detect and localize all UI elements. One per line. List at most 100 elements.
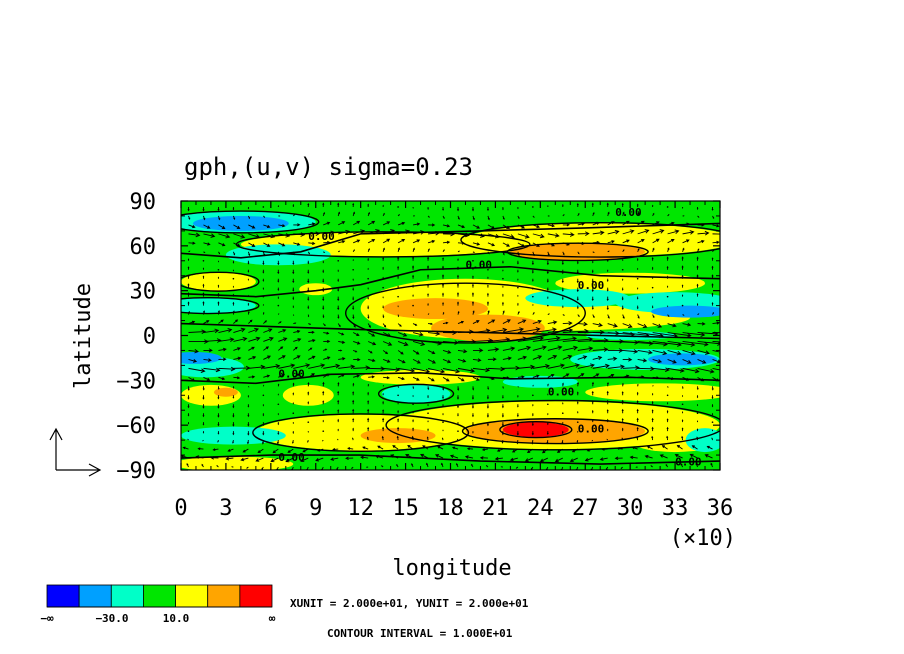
wind-vector xyxy=(547,383,549,387)
wind-vector xyxy=(485,464,489,468)
wind-vector xyxy=(487,242,496,247)
wind-vector xyxy=(666,206,669,208)
x-tick-label: 36 xyxy=(707,496,734,521)
wind-vector xyxy=(293,223,301,227)
wind-vector xyxy=(464,455,474,459)
wind-vector xyxy=(591,430,594,432)
wind-vector xyxy=(263,233,276,239)
wind-vector xyxy=(187,274,190,279)
wind-vector xyxy=(397,285,399,288)
wind-vector xyxy=(541,448,549,454)
wind-vector xyxy=(457,250,460,253)
wind-vector xyxy=(441,283,445,288)
wind-vector xyxy=(502,336,528,342)
wind-vector xyxy=(472,358,482,362)
wind-vector xyxy=(466,447,474,451)
wind-vector xyxy=(261,440,265,445)
wind-vector xyxy=(547,345,563,351)
wind-vector xyxy=(337,399,340,405)
zero-contour-line xyxy=(181,372,720,385)
y-tick-label: 0 xyxy=(143,325,156,350)
wind-vector xyxy=(293,346,298,351)
wind-vector xyxy=(261,466,264,470)
wind-vector xyxy=(367,296,369,300)
wind-vector xyxy=(262,206,265,208)
wind-vector xyxy=(188,320,196,324)
wind-vector xyxy=(232,413,235,418)
wind-vector xyxy=(202,310,206,315)
wind-vector xyxy=(367,350,373,354)
wind-vector xyxy=(262,431,265,436)
wind-vector xyxy=(218,328,233,333)
wind-vector xyxy=(697,367,715,374)
wind-vector xyxy=(278,242,286,247)
wind-vector xyxy=(501,440,504,444)
wind-vector xyxy=(405,453,414,459)
wind-vector xyxy=(667,247,670,252)
y-axis-label: latitude xyxy=(71,283,96,389)
wind-vector xyxy=(263,363,281,369)
wind-vector xyxy=(232,422,235,427)
x-multiplier: (×10) xyxy=(670,526,736,551)
wind-vector xyxy=(307,203,310,207)
wind-vector xyxy=(472,367,491,373)
wind-vector xyxy=(293,232,306,237)
wind-vector xyxy=(188,215,191,220)
wind-vector xyxy=(441,437,444,441)
wind-vector xyxy=(487,366,506,372)
contour-label: 0.00 xyxy=(675,456,702,469)
wind-vector xyxy=(323,331,330,335)
wind-vector xyxy=(576,296,579,301)
wind-vector xyxy=(592,363,610,369)
wind-vector xyxy=(481,448,488,451)
wind-vector xyxy=(412,427,415,432)
wind-vector xyxy=(202,206,205,212)
wind-vector xyxy=(292,278,295,284)
wind-vector xyxy=(622,374,630,378)
wind-vector xyxy=(397,359,406,364)
wind-vector xyxy=(278,321,282,324)
wind-vector xyxy=(232,251,236,256)
wind-vector xyxy=(367,400,370,405)
wind-vector xyxy=(412,230,425,235)
x-tick-label: 27 xyxy=(572,496,599,521)
wind-vector xyxy=(576,260,579,265)
colorbar-swatch xyxy=(78,584,112,608)
wind-vector xyxy=(681,284,684,288)
wind-vector xyxy=(682,386,684,390)
wind-vector xyxy=(606,305,609,311)
wind-vector xyxy=(187,430,190,432)
wind-vector xyxy=(636,426,639,432)
wind-vector xyxy=(576,381,580,387)
wind-vector xyxy=(651,286,654,289)
wind-vector xyxy=(352,437,354,441)
wind-vector xyxy=(592,260,594,264)
wind-vector xyxy=(367,277,369,280)
wind-vector xyxy=(382,392,384,396)
wind-vector xyxy=(216,464,219,468)
wind-vector xyxy=(577,355,588,360)
wind-vector xyxy=(681,435,684,441)
wind-vector xyxy=(651,392,654,396)
wind-vector xyxy=(277,422,280,426)
colorbar-label: ∞ xyxy=(269,612,276,625)
wind-vector xyxy=(532,394,534,397)
contour-line xyxy=(460,221,720,258)
negative-region xyxy=(651,305,720,318)
wind-vector xyxy=(308,355,316,360)
wind-vector xyxy=(277,304,280,307)
wind-vector xyxy=(487,347,500,352)
wind-vector xyxy=(307,439,309,443)
wind-vector xyxy=(592,221,600,226)
wind-vector xyxy=(203,233,216,238)
colorbar-swatch xyxy=(46,584,80,608)
negative-region xyxy=(181,426,286,445)
wind-vector xyxy=(382,305,384,309)
wind-vector xyxy=(667,332,692,338)
wind-vector xyxy=(652,367,670,372)
wind-vector xyxy=(392,445,399,450)
wind-vector xyxy=(272,448,279,454)
wind-vector xyxy=(217,206,220,212)
positive-region xyxy=(213,387,238,397)
